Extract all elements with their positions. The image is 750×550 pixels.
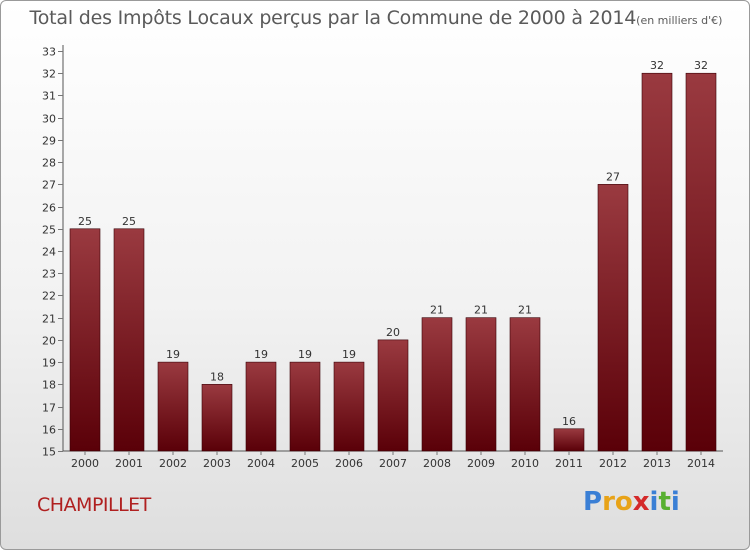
bar	[509, 317, 541, 452]
y-tick-label: 17	[42, 402, 56, 415]
x-tick-label: 2007	[379, 457, 407, 470]
y-tick-label: 19	[42, 357, 56, 370]
proxiti-logo: Proxiti	[583, 487, 680, 517]
y-tick-label: 29	[42, 135, 56, 148]
bar	[465, 317, 497, 452]
x-tick-label: 2001	[115, 457, 143, 470]
x-tick-label: 2006	[335, 457, 363, 470]
bar-value-label: 25	[78, 215, 92, 228]
bar-value-label: 20	[386, 326, 400, 339]
bar-value-label: 18	[210, 370, 224, 383]
commune-name: CHAMPILLET	[37, 494, 151, 516]
bar-value-label: 27	[606, 170, 620, 183]
y-tick-label: 21	[42, 313, 56, 326]
x-tick-label: 2003	[203, 457, 231, 470]
x-tick-label: 2008	[423, 457, 451, 470]
bar	[245, 361, 277, 452]
bar-value-label: 21	[518, 304, 532, 317]
bar	[377, 339, 409, 452]
y-tick-label: 20	[42, 335, 56, 348]
bar	[333, 361, 365, 452]
x-tick-label: 2010	[511, 457, 539, 470]
x-tick-label: 2009	[467, 457, 495, 470]
x-tick-label: 2014	[687, 457, 715, 470]
y-tick-label: 30	[42, 113, 56, 126]
bar	[641, 72, 673, 452]
bar-value-label: 19	[298, 348, 312, 361]
bar-value-label: 32	[650, 59, 664, 72]
logo-letter: r	[602, 487, 615, 517]
y-tick-label: 31	[42, 90, 56, 103]
bar-value-label: 19	[166, 348, 180, 361]
bar	[69, 228, 101, 452]
bar	[421, 317, 453, 452]
x-tick-label: 2013	[643, 457, 671, 470]
y-tick-label: 24	[42, 246, 56, 259]
bar-value-label: 25	[122, 215, 136, 228]
y-tick-label: 16	[42, 424, 56, 437]
x-tick-label: 2004	[247, 457, 275, 470]
logo-letter: i	[670, 487, 680, 517]
y-tick-label: 27	[42, 179, 56, 192]
x-tick-label: 2002	[159, 457, 187, 470]
y-tick-label: 32	[42, 68, 56, 81]
bar-value-label: 16	[562, 415, 576, 428]
bar	[553, 428, 585, 452]
bar	[597, 184, 629, 452]
y-tick-label: 33	[42, 46, 56, 59]
y-tick-label: 28	[42, 157, 56, 170]
title-row: Total des Impôts Locaux perçus par la Co…	[1, 7, 749, 29]
chart-subtitle: (en milliers d'€)	[636, 14, 723, 27]
bar	[289, 361, 321, 452]
x-tick-label: 2011	[555, 457, 583, 470]
bar	[201, 384, 233, 452]
bar-value-label: 21	[474, 304, 488, 317]
bar-value-label: 19	[342, 348, 356, 361]
y-tick-label: 23	[42, 268, 56, 281]
bar	[157, 361, 189, 452]
logo-letter: P	[583, 487, 603, 517]
bar-value-label: 32	[694, 59, 708, 72]
logo-letter: x	[632, 487, 650, 517]
y-tick-label: 26	[42, 202, 56, 215]
bar-value-label: 21	[430, 304, 444, 317]
x-tick-label: 2005	[291, 457, 319, 470]
bar	[113, 228, 145, 452]
logo-letter: t	[658, 487, 671, 517]
x-tick-label: 2012	[599, 457, 627, 470]
bar-value-label: 19	[254, 348, 268, 361]
y-tick-label: 22	[42, 290, 56, 303]
y-tick-label: 15	[42, 446, 56, 459]
x-tick-label: 2000	[71, 457, 99, 470]
chart-title: Total des Impôts Locaux perçus par la Co…	[29, 7, 637, 29]
y-tick-label: 18	[42, 379, 56, 392]
y-tick-label: 25	[42, 224, 56, 237]
logo-letter: i	[649, 487, 659, 517]
bar	[685, 72, 717, 452]
logo-letter: o	[614, 487, 633, 517]
